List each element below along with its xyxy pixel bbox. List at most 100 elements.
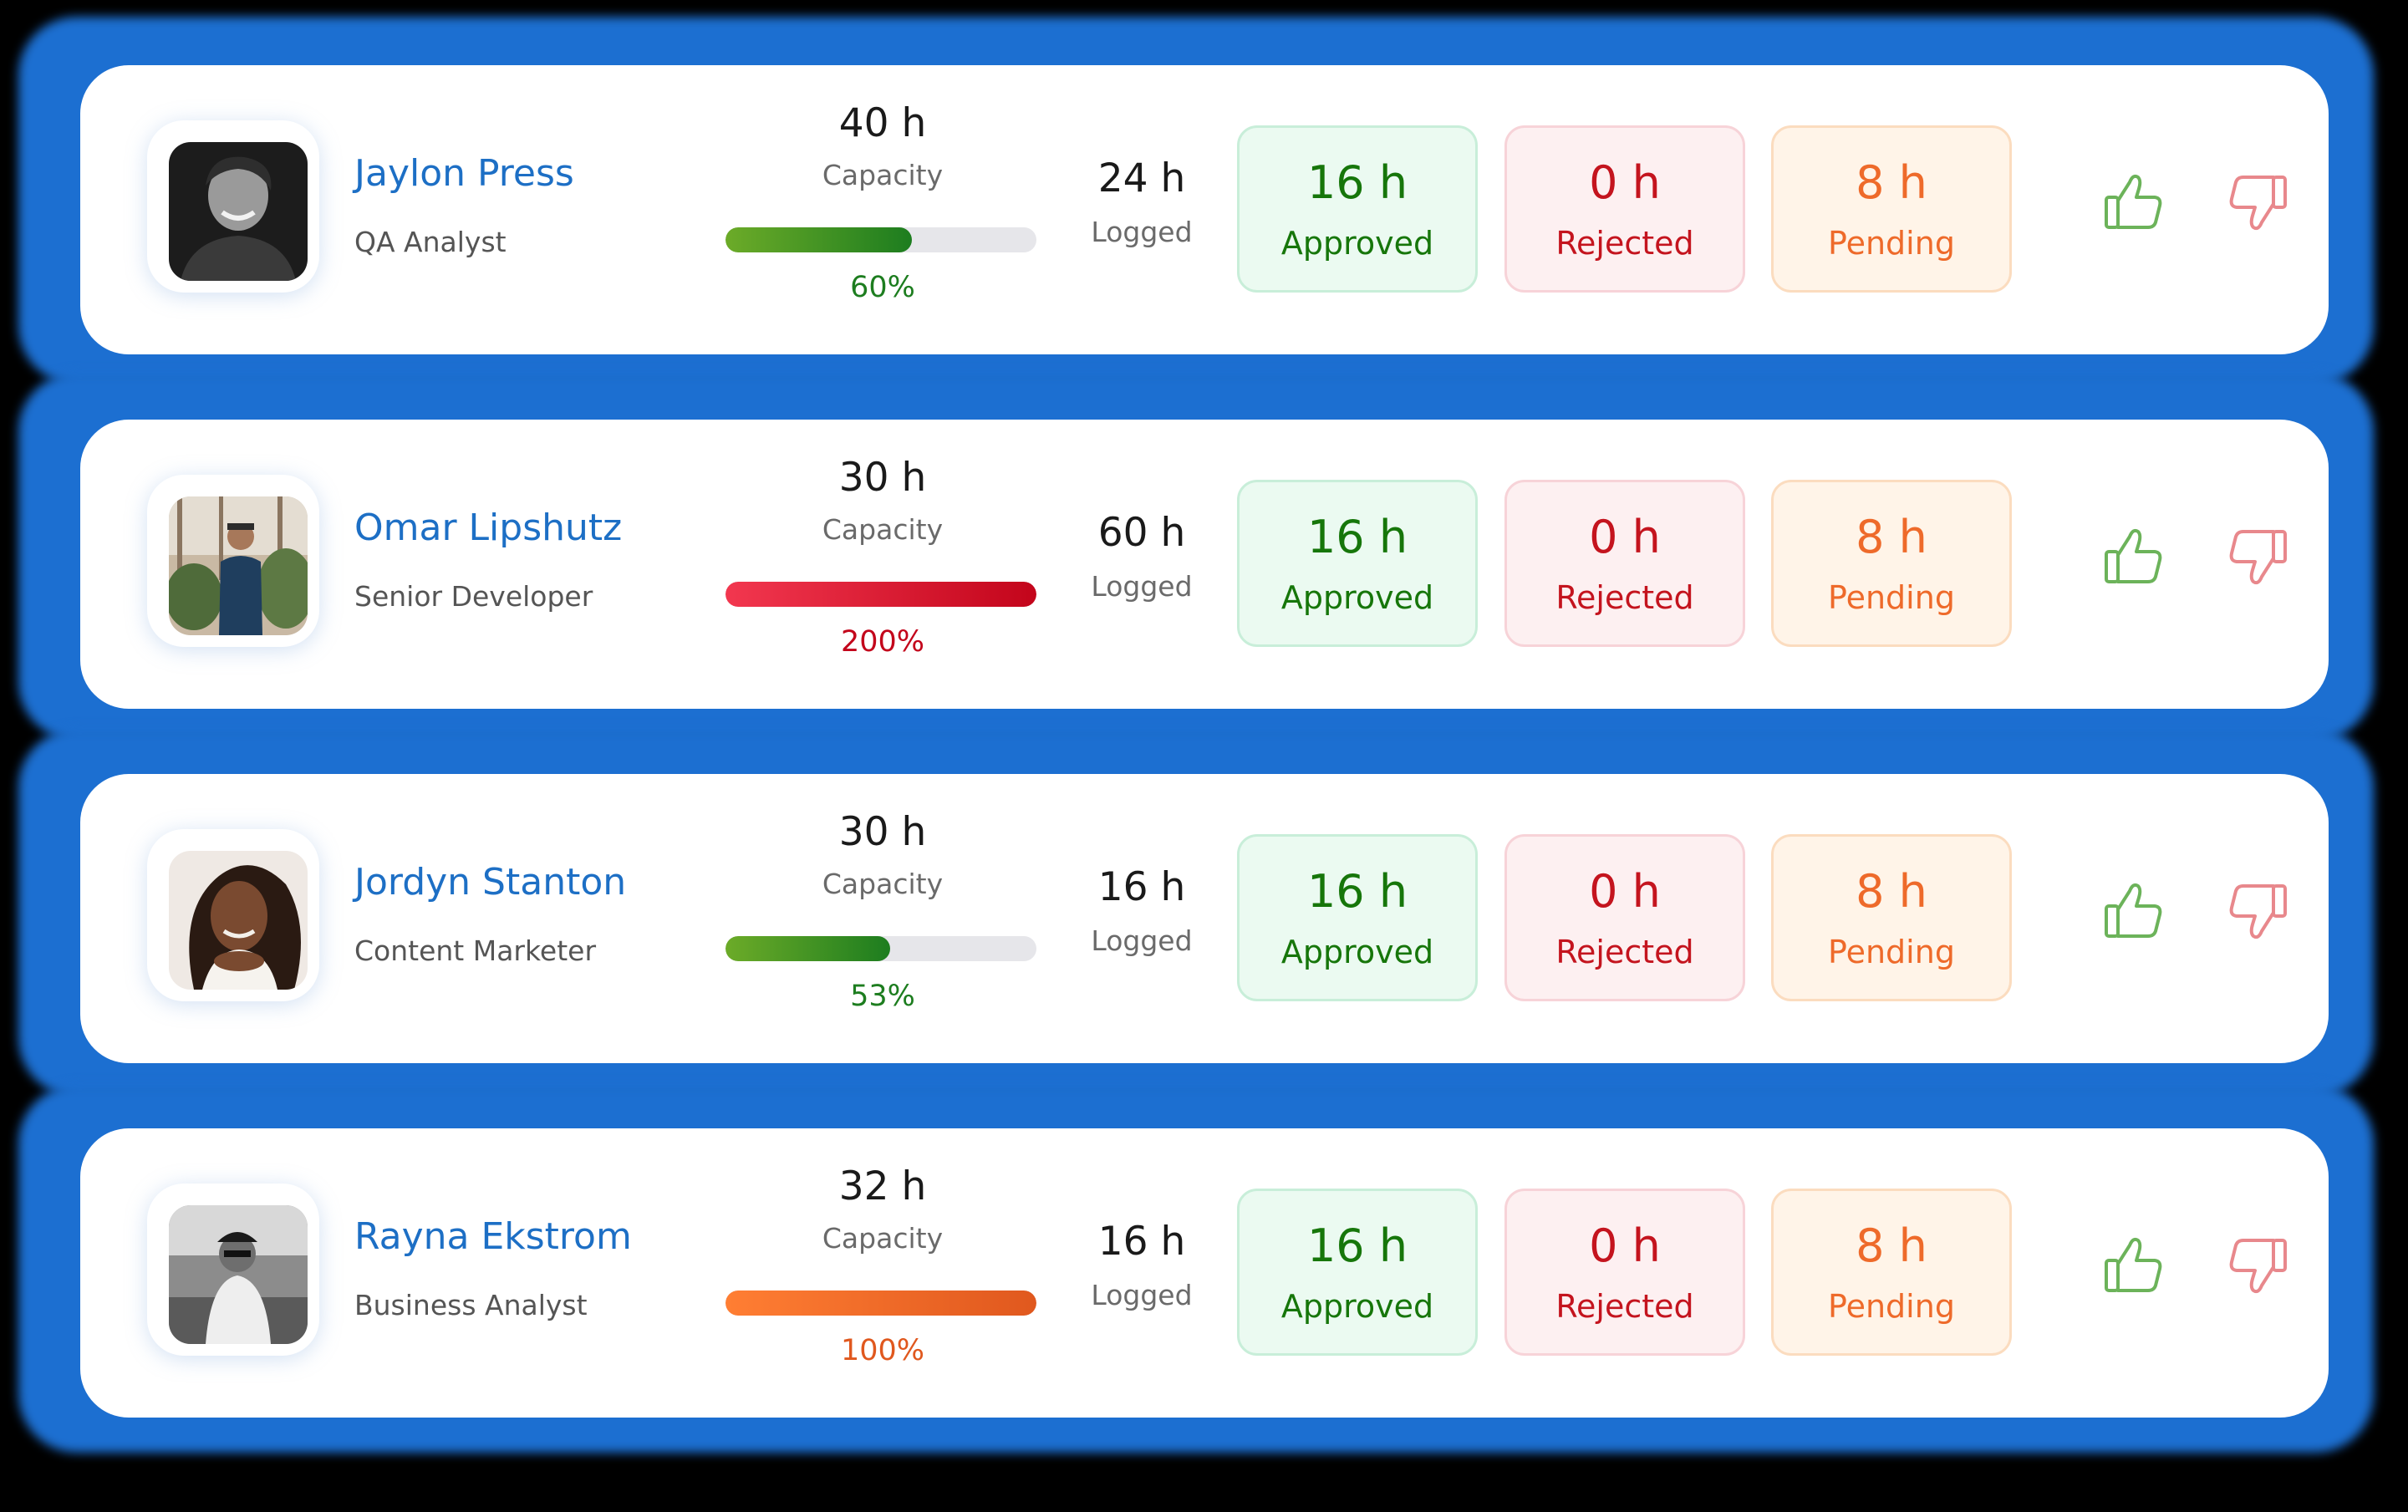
capacity-block: 30 h Capacity 53% [724, 809, 1041, 1043]
approved-hours-value: 16 h [1306, 156, 1408, 209]
rejected-hours-value: 0 h [1589, 1219, 1661, 1272]
thumbs-down-icon [2229, 176, 2287, 231]
logged-block: 16 h Logged [1041, 864, 1242, 998]
logged-label: Logged [1091, 216, 1193, 248]
pending-label: Pending [1828, 934, 1955, 970]
pending-hours-tile: 8 h Pending [1771, 125, 2012, 293]
approve-button[interactable] [2100, 876, 2170, 946]
logged-value: 16 h [1097, 864, 1186, 910]
logged-value: 60 h [1097, 510, 1186, 556]
pending-hours-tile: 8 h Pending [1771, 834, 2012, 1001]
approved-label: Approved [1280, 225, 1434, 262]
thumbs-down-icon [2229, 884, 2287, 939]
capacity-label: Capacity [822, 159, 944, 191]
logged-value: 16 h [1097, 1219, 1186, 1265]
rejected-label: Rejected [1555, 225, 1694, 262]
capacity-value: 40 h [838, 100, 927, 146]
pending-hours-tile: 8 h Pending [1771, 1189, 2012, 1356]
employee-name: Jordyn Stanton [354, 861, 627, 904]
approved-label: Approved [1280, 1288, 1434, 1325]
logged-label: Logged [1091, 924, 1193, 957]
rejected-hours-value: 0 h [1589, 511, 1661, 563]
approved-label: Approved [1280, 579, 1434, 616]
approve-button[interactable] [2100, 1230, 2170, 1301]
logged-label: Logged [1091, 570, 1193, 603]
pending-label: Pending [1828, 1288, 1955, 1325]
thumbs-up-icon [2105, 883, 2162, 938]
approved-hours-value: 16 h [1306, 511, 1408, 563]
pending-hours-value: 8 h [1856, 156, 1927, 209]
capacity-progress-bar [725, 1291, 1036, 1316]
logged-block: 16 h Logged [1041, 1219, 1242, 1352]
employee-name: Jaylon Press [354, 152, 574, 195]
approved-hours-tile: 16 h Approved [1237, 480, 1478, 647]
approve-button[interactable] [2100, 522, 2170, 592]
avatar [169, 1205, 308, 1344]
pending-label: Pending [1828, 225, 1955, 262]
capacity-value: 30 h [838, 809, 927, 855]
rejected-label: Rejected [1555, 1288, 1694, 1325]
rejected-hours-tile: 0 h Rejected [1504, 480, 1745, 647]
employee-name: Omar Lipshutz [354, 507, 623, 549]
approved-hours-value: 16 h [1306, 865, 1408, 918]
approved-hours-tile: 16 h Approved [1237, 1189, 1478, 1356]
approve-button[interactable] [2100, 167, 2170, 237]
reject-button[interactable] [2222, 1230, 2292, 1301]
capacity-block: 30 h Capacity 200% [724, 455, 1041, 689]
thumbs-up-icon [2105, 528, 2162, 583]
rejected-label: Rejected [1555, 579, 1694, 616]
capacity-value: 32 h [838, 1163, 927, 1209]
rejected-hours-value: 0 h [1589, 156, 1661, 209]
avatar [169, 496, 308, 635]
logged-block: 60 h Logged [1041, 510, 1242, 644]
employee-role: QA Analyst [354, 226, 507, 258]
rejected-hours-tile: 0 h Rejected [1504, 125, 1745, 293]
capacity-percent: 60% [850, 271, 915, 304]
approved-hours-tile: 16 h Approved [1237, 125, 1478, 293]
avatar-frame [147, 120, 319, 293]
capacity-label: Capacity [822, 868, 944, 900]
capacity-progress-bar [725, 936, 1036, 961]
rejected-hours-value: 0 h [1589, 865, 1661, 918]
capacity-label: Capacity [822, 1222, 944, 1255]
pending-hours-tile: 8 h Pending [1771, 480, 2012, 647]
logged-value: 24 h [1097, 155, 1186, 201]
approved-label: Approved [1280, 934, 1434, 970]
capacity-percent: 53% [850, 980, 915, 1013]
thumbs-down-icon [2229, 1239, 2287, 1294]
capacity-progress-fill [725, 1291, 1036, 1316]
employee-role: Senior Developer [354, 580, 593, 613]
pending-hours-value: 8 h [1856, 1219, 1927, 1272]
employee-name: Rayna Ekstrom [354, 1215, 632, 1258]
employee-card: Jaylon Press QA Analyst 40 h Capacity 60… [80, 65, 2329, 354]
approved-hours-value: 16 h [1306, 1219, 1408, 1272]
avatar-frame [147, 829, 319, 1001]
rejected-hours-tile: 0 h Rejected [1504, 834, 1745, 1001]
capacity-value: 30 h [838, 455, 927, 501]
reject-button[interactable] [2222, 522, 2292, 592]
avatar-frame [147, 1184, 319, 1356]
employee-role: Content Marketer [354, 934, 597, 967]
pending-hours-value: 8 h [1856, 511, 1927, 563]
pending-hours-value: 8 h [1856, 865, 1927, 918]
thumbs-up-icon [2105, 174, 2162, 229]
avatar [169, 851, 308, 990]
employee-card: Rayna Ekstrom Business Analyst 32 h Capa… [80, 1128, 2329, 1418]
capacity-progress-bar [725, 582, 1036, 607]
thumbs-down-icon [2229, 530, 2287, 585]
employee-card: Jordyn Stanton Content Marketer 30 h Cap… [80, 774, 2329, 1063]
capacity-progress-fill [725, 936, 891, 961]
capacity-label: Capacity [822, 513, 944, 546]
approved-hours-tile: 16 h Approved [1237, 834, 1478, 1001]
capacity-block: 32 h Capacity 100% [724, 1163, 1041, 1397]
thumbs-up-icon [2105, 1237, 2162, 1292]
reject-button[interactable] [2222, 167, 2292, 237]
logged-label: Logged [1091, 1279, 1193, 1311]
reject-button[interactable] [2222, 876, 2292, 946]
rejected-label: Rejected [1555, 934, 1694, 970]
capacity-progress-fill [725, 582, 1036, 607]
avatar-frame [147, 475, 319, 647]
capacity-percent: 200% [840, 625, 925, 659]
employee-role: Business Analyst [354, 1289, 588, 1321]
